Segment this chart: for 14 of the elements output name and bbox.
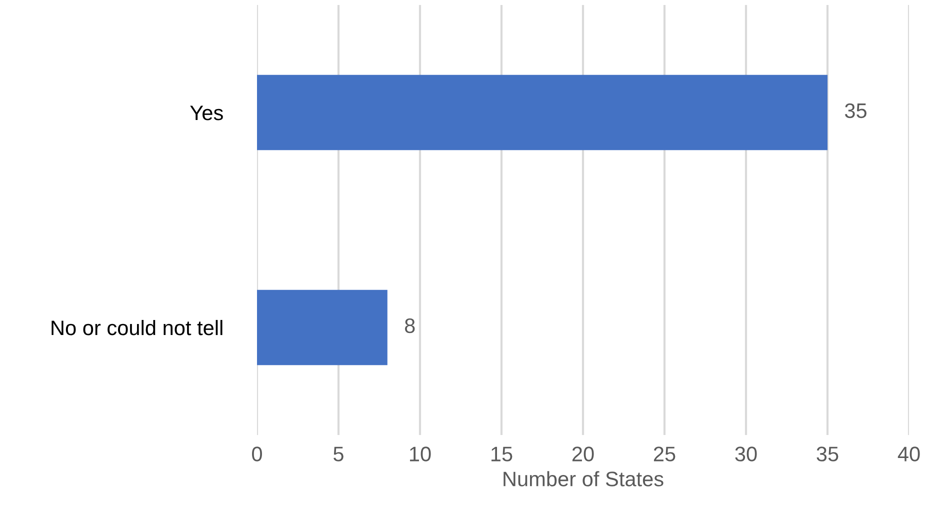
y-tick-label: No or could not tell — [52, 320, 222, 336]
x-tick-label: 20 — [572, 446, 594, 462]
y-tick-label: Yes — [190, 106, 223, 120]
x-tick-label: 35 — [816, 446, 838, 462]
x-tick-label: 5 — [334, 446, 344, 462]
x-tick-label: 10 — [410, 446, 431, 462]
x-tick-label: 30 — [735, 446, 757, 462]
data-label: 8 — [404, 318, 415, 334]
x-tick-label: 40 — [898, 446, 920, 462]
x-axis-title: Number of States — [504, 471, 664, 486]
x-tick-label: 0 — [252, 446, 262, 462]
x-tick-label: 25 — [654, 446, 676, 462]
data-label: 35 — [844, 103, 866, 118]
x-tick-label: 15 — [492, 446, 512, 462]
